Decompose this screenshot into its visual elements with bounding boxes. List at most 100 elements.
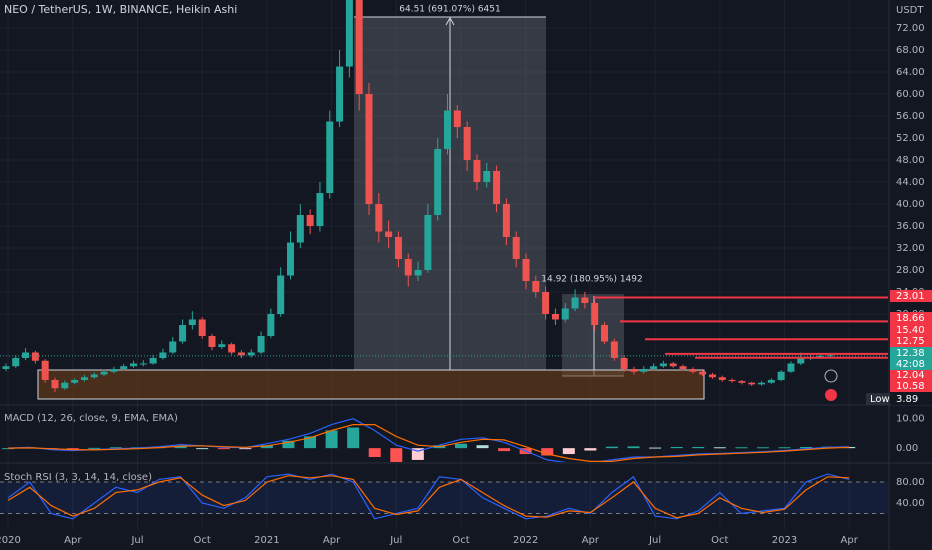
macd-histogram-bar xyxy=(411,448,424,460)
price-label-box xyxy=(890,380,932,392)
candle-body xyxy=(31,352,39,361)
candle-body xyxy=(22,352,30,358)
candle-body xyxy=(699,371,707,375)
candle-body xyxy=(650,366,658,369)
candle-body xyxy=(542,291,550,314)
candle-body xyxy=(444,110,452,150)
candle-body xyxy=(561,308,569,320)
candle-body xyxy=(139,363,147,365)
stoch-d-line xyxy=(7,475,850,519)
candle-body xyxy=(41,360,49,380)
candle-body xyxy=(375,204,383,232)
candle-body xyxy=(355,0,363,95)
candle-body xyxy=(120,366,128,369)
y-tick-label: 40.00 xyxy=(896,199,925,210)
candle-body xyxy=(61,382,69,389)
candle-body xyxy=(777,371,785,380)
macd-histogram-bar xyxy=(196,448,209,450)
candle-body xyxy=(601,324,609,342)
candle-body xyxy=(179,324,187,342)
y-tick-label: 52.00 xyxy=(896,133,925,144)
candle-body xyxy=(473,160,481,183)
x-tick-label: Jul xyxy=(648,535,661,546)
stoch-tick-label: 80.00 xyxy=(896,477,925,488)
x-tick-label: Oct xyxy=(452,535,469,546)
macd-histogram-bar xyxy=(713,447,726,449)
price-label: 10.58 xyxy=(896,381,925,392)
candle-body xyxy=(100,371,108,375)
candle-body xyxy=(316,193,324,227)
macd-histogram-bar xyxy=(217,448,230,450)
candle-body xyxy=(198,319,206,336)
candle-body xyxy=(345,0,353,67)
candle-body xyxy=(129,363,137,367)
candle-body xyxy=(767,379,775,383)
macd-histogram-bar xyxy=(562,448,575,455)
price-label: 15.40 xyxy=(896,325,925,336)
range-box xyxy=(37,369,705,400)
macd-histogram-bar xyxy=(66,448,79,450)
candle-body xyxy=(463,127,471,161)
candle-body xyxy=(159,352,167,358)
y-tick-label: 68.00 xyxy=(896,45,925,56)
candle-body xyxy=(797,357,805,364)
candle-body xyxy=(149,357,157,364)
low-value-box xyxy=(890,393,932,405)
macd-histogram-bar xyxy=(735,447,748,449)
macd-histogram-bar xyxy=(800,446,813,449)
stoch-tick-label: 40.00 xyxy=(896,498,925,509)
candle-body xyxy=(110,368,118,372)
macd-histogram-bar xyxy=(239,448,252,450)
macd-histogram-bar xyxy=(778,447,791,449)
price-label: 12.04 xyxy=(896,370,925,381)
price-label: 12.38 xyxy=(896,348,925,359)
macd-histogram-bar xyxy=(756,447,769,449)
measure-label: 64.51 (691.07%) 6451 xyxy=(399,5,500,15)
candle-body xyxy=(90,374,98,378)
candle-body xyxy=(708,374,716,378)
price-label: 23.01 xyxy=(896,291,925,302)
candle-body xyxy=(522,259,530,281)
candle-body xyxy=(620,357,628,369)
chart-title: NEO / TetherUS, 1W, BINANCE, Heikin Ashi xyxy=(4,3,237,16)
macd-histogram-bar xyxy=(476,445,489,449)
x-tick-label: Apr xyxy=(64,535,82,546)
candle-body xyxy=(51,379,59,389)
candle-body xyxy=(453,110,461,128)
price-label: 18.66 xyxy=(896,313,925,324)
price-label-box xyxy=(890,347,932,359)
candle-body xyxy=(257,335,265,353)
candle-body xyxy=(267,313,275,336)
macd-histogram-bar xyxy=(649,447,662,449)
macd-histogram-bar xyxy=(282,440,295,449)
alert-icon[interactable] xyxy=(824,369,838,383)
low-box xyxy=(866,393,890,405)
macd-histogram-bar xyxy=(368,448,381,457)
macd-histogram-bar xyxy=(498,448,511,452)
candle-body xyxy=(71,379,79,383)
price-label-box xyxy=(890,324,932,336)
candle-body xyxy=(424,215,432,270)
y-tick-label: 64.00 xyxy=(896,67,925,78)
candle-body xyxy=(296,215,304,243)
candle-body xyxy=(689,368,697,372)
macd-histogram-bar xyxy=(541,448,554,456)
x-tick-label: 2020 xyxy=(0,535,21,546)
y-tick-label: 56.00 xyxy=(896,111,925,122)
macd-histogram-bar xyxy=(260,445,273,449)
candle-body xyxy=(610,341,618,358)
low-value: 3.89 xyxy=(896,394,918,405)
candle-body xyxy=(512,237,520,260)
y-tick-label: 60.00 xyxy=(896,89,925,100)
candle-body xyxy=(385,231,393,238)
candle-body xyxy=(277,275,285,314)
flag-icon[interactable] xyxy=(825,389,837,401)
x-tick-label: 2023 xyxy=(772,535,797,546)
macd-histogram-bar xyxy=(174,446,187,449)
candle-body xyxy=(718,377,726,380)
candle-body xyxy=(532,280,540,292)
candle-body xyxy=(581,297,589,303)
price-label: 12.75 xyxy=(896,336,925,347)
macd-histogram-bar xyxy=(325,430,338,449)
macd-tick-label: 10.00 xyxy=(896,414,925,425)
